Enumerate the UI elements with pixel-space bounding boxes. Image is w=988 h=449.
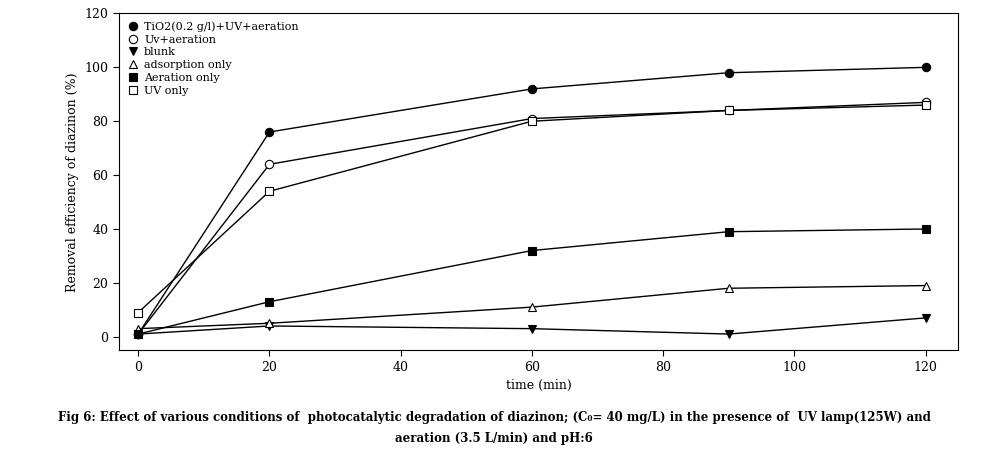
blunk — [264, 323, 276, 329]
Uv+aeration — [723, 108, 735, 113]
Line: Aeration only: Aeration only — [134, 225, 930, 338]
adsorption only — [526, 304, 537, 310]
Text: Fig 6: Effect of various conditions of  photocatalytic degradation of diazinon; : Fig 6: Effect of various conditions of p… — [57, 411, 931, 424]
Line: UV only: UV only — [134, 101, 930, 317]
Aeration only — [920, 226, 932, 232]
UV only — [132, 310, 144, 315]
Uv+aeration — [920, 100, 932, 105]
adsorption only — [264, 321, 276, 326]
Aeration only — [264, 299, 276, 304]
adsorption only — [132, 326, 144, 331]
blunk — [526, 326, 537, 331]
TiO2(0.2 g/l)+UV+aeration — [526, 86, 537, 92]
Uv+aeration — [132, 331, 144, 337]
Legend: TiO2(0.2 g/l)+UV+aeration, Uv+aeration, blunk, adsorption only, Aeration only, U: TiO2(0.2 g/l)+UV+aeration, Uv+aeration, … — [124, 19, 301, 98]
Line: TiO2(0.2 g/l)+UV+aeration: TiO2(0.2 g/l)+UV+aeration — [134, 63, 930, 338]
Aeration only — [132, 331, 144, 337]
UV only — [723, 108, 735, 113]
adsorption only — [723, 286, 735, 291]
adsorption only — [920, 283, 932, 288]
Line: Uv+aeration: Uv+aeration — [134, 98, 930, 338]
blunk — [723, 331, 735, 337]
Aeration only — [526, 248, 537, 253]
Uv+aeration — [264, 162, 276, 167]
Uv+aeration — [526, 116, 537, 121]
Line: adsorption only: adsorption only — [134, 282, 930, 333]
blunk — [920, 315, 932, 321]
TiO2(0.2 g/l)+UV+aeration — [264, 129, 276, 135]
Y-axis label: Removal efficiency of diazinon (%): Removal efficiency of diazinon (%) — [65, 72, 79, 291]
TiO2(0.2 g/l)+UV+aeration — [723, 70, 735, 75]
TiO2(0.2 g/l)+UV+aeration — [920, 65, 932, 70]
UV only — [526, 119, 537, 124]
X-axis label: time (min): time (min) — [506, 379, 571, 392]
TiO2(0.2 g/l)+UV+aeration — [132, 331, 144, 337]
Line: blunk: blunk — [134, 314, 930, 338]
blunk — [132, 331, 144, 337]
Aeration only — [723, 229, 735, 234]
Text: aeration (3.5 L/min) and pH:6: aeration (3.5 L/min) and pH:6 — [395, 431, 593, 445]
UV only — [264, 189, 276, 194]
UV only — [920, 102, 932, 108]
